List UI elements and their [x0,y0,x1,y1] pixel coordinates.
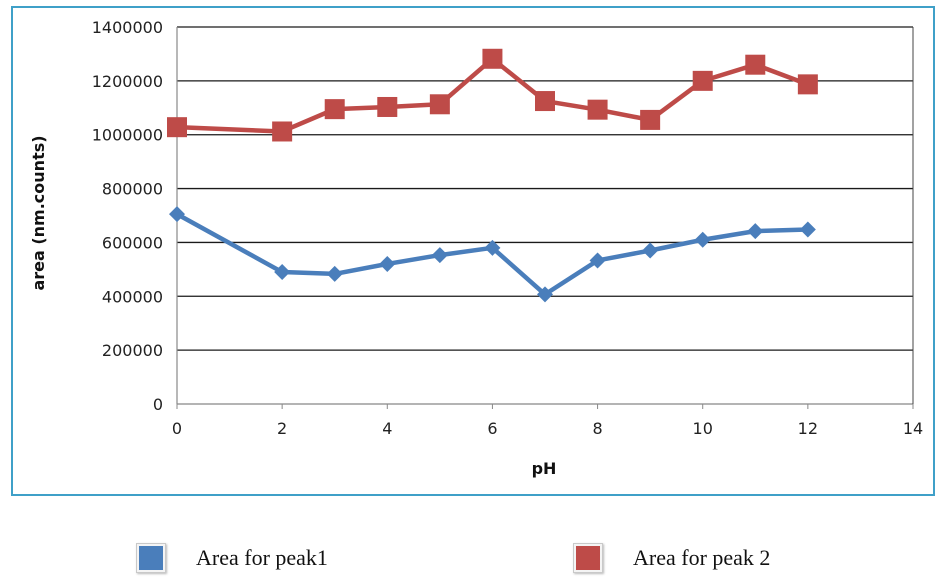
axes: 0 200000 400000 600000 800000 1000000 1200000 1… [92,18,923,438]
data-point-diamond [694,231,711,248]
y-tick-label: 800000 [102,180,163,199]
x-tick-label: 14 [903,419,923,438]
x-tick-label: 8 [592,419,602,438]
data-point-diamond [642,242,659,259]
data-point-square [324,99,345,120]
data-point-square [745,54,766,75]
data-point-diamond [274,264,291,281]
y-tick-label: 0 [153,395,163,414]
data-point-diamond [747,223,764,240]
data-point-diamond [537,286,553,303]
data-point-diamond [326,265,343,282]
y-tick-label: 1000000 [92,126,163,145]
gridlines [177,26,913,351]
x-tick-label: 2 [277,419,287,438]
legend-item-peak2: Area for peak 2 [573,538,770,578]
series-line-1 [175,212,808,297]
data-point-diamond [484,239,501,256]
data-point-square [640,109,661,130]
x-tick-label: 4 [382,419,392,438]
data-point-square [167,117,187,138]
data-point-diamond [169,206,185,223]
data-point-diamond [799,221,816,238]
data-point-diamond [379,255,396,272]
y-tick-label: 1200000 [92,72,163,91]
data-point-square [797,74,818,95]
legend-label-peak2: Area for peak 2 [633,545,771,570]
y-axis-title: area (nm.counts) [29,135,48,290]
data-point-diamond [431,247,448,264]
data-point-diamond [589,252,606,269]
y-tick-label: 600000 [102,233,163,252]
series [167,48,818,303]
x-tick-label: 0 [172,419,182,438]
x-tick-label: 6 [487,419,497,438]
data-point-square [377,96,398,117]
x-axis-title: pH [532,459,557,478]
data-point-square [272,121,293,142]
data-point-square [587,99,608,120]
legend-swatch-peak2 [573,543,603,573]
x-tick-label: 12 [798,419,818,438]
y-tick-label: 400000 [102,287,163,306]
legend-swatch-peak1 [136,543,166,573]
data-point-square [692,70,713,91]
legend-label-peak1: Area for peak1 [196,545,328,570]
series-line-2 [176,56,809,134]
data-point-square [535,91,555,112]
data-point-square [429,94,450,115]
x-tick-label: 10 [693,419,713,438]
y-tick-label: 1400000 [92,18,163,37]
data-point-square [482,48,503,69]
y-tick-label: 200000 [102,341,163,360]
legend-item-peak1: Area for peak1 [136,538,328,578]
